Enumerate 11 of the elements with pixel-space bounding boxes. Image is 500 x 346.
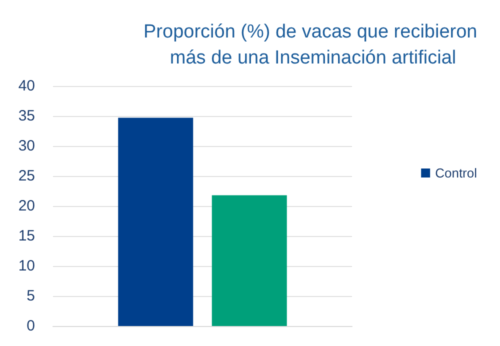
chart-title: Proporción (%) de vacas que recibieron más de una Inseminación artificial <box>143 22 483 68</box>
y-tick-label: 0 <box>26 318 35 334</box>
y-tick-label: 10 <box>18 258 35 274</box>
y-tick-label: 5 <box>26 288 35 304</box>
y-tick-label: 15 <box>18 228 35 244</box>
y-tick-label: 30 <box>18 138 35 154</box>
y-tick-label: 20 <box>18 198 35 214</box>
y-tick-label: 35 <box>18 108 35 124</box>
legend-label: Control <box>435 166 478 180</box>
y-tick-label: 25 <box>18 168 35 184</box>
y-tick-label: 40 <box>18 78 35 94</box>
